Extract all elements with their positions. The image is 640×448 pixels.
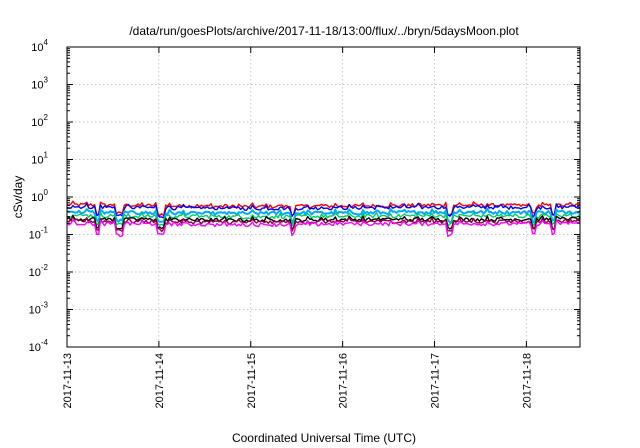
series-line xyxy=(66,219,581,238)
series-line xyxy=(66,216,581,233)
x-tick-label: 2017-11-18 xyxy=(521,353,533,408)
series-line xyxy=(66,207,581,224)
y-tick-label: 10-2 xyxy=(29,263,49,279)
y-tick-label: 100 xyxy=(31,188,48,204)
y-tick-label: 10-4 xyxy=(29,338,49,354)
y-tick-label: 102 xyxy=(31,113,48,129)
y-tick-label: 101 xyxy=(31,151,48,167)
y-tick-label: 10-1 xyxy=(29,226,49,242)
series-line xyxy=(66,202,581,219)
y-tick-label: 103 xyxy=(31,76,48,92)
series-line xyxy=(66,211,581,228)
y-tick-label: 10-3 xyxy=(29,301,49,317)
chart-title: /data/run/goesPlots/archive/2017-11-18/1… xyxy=(129,24,519,38)
y-tick-label: 104 xyxy=(31,38,48,54)
y-axis-title: cSv/day xyxy=(11,176,25,219)
x-tick-label: 2017-11-13 xyxy=(62,353,74,408)
x-tick-label: 2017-11-16 xyxy=(338,353,350,408)
x-axis-title: Coordinated Universal Time (UTC) xyxy=(232,431,416,445)
grid xyxy=(67,47,580,347)
x-tick-label: 2017-11-15 xyxy=(246,353,258,408)
x-tick-label: 2017-11-17 xyxy=(430,353,442,408)
series-layer xyxy=(66,200,581,238)
y-tick-labels: 10-4 10-3 10-2 10-1 100 101 102 103 104 xyxy=(29,38,49,354)
x-tick-labels: 2017-11-13 2017-11-14 2017-11-15 2017-11-16… xyxy=(62,353,533,408)
ticks xyxy=(66,46,580,348)
x-tick-label: 2017-11-14 xyxy=(154,353,166,408)
